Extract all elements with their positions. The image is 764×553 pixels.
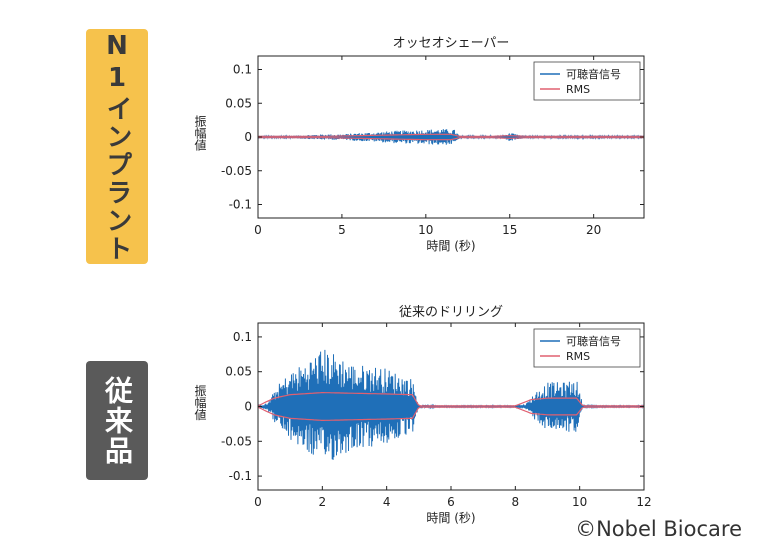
chart2-xtick-label: 0	[254, 495, 262, 509]
chart2-series-rms-lower	[257, 406, 644, 421]
chart1-series-rms-upper	[258, 133, 644, 137]
chart2-xtick-label: 6	[447, 495, 455, 509]
chart2-legend	[533, 328, 641, 368]
chart2-xtick-label: 12	[636, 495, 651, 509]
chart2-ytick-label: -0.05	[221, 434, 252, 448]
chart1-title: オッセオシェーパー	[393, 36, 510, 51]
chart1-ytick-label: -0.05	[221, 164, 252, 178]
chart2-ytick-label: 0.1	[233, 330, 252, 344]
chart2-xtick-label: 8	[512, 495, 520, 509]
chart2-ytick-label: 0	[244, 400, 252, 414]
chart1-ytick-label: -0.1	[229, 198, 252, 212]
panel-label-n1-implant: N1インプラント	[86, 29, 148, 264]
chart1-ytick-label: 0.05	[225, 96, 252, 110]
chart1-legend-label-1: 可聴音信号	[566, 67, 621, 81]
credit-text: ©Nobel Biocare	[575, 517, 742, 541]
chart1-xtick-label: 15	[502, 223, 517, 237]
chart1-ytick-label: 0.1	[233, 63, 252, 77]
chart1-legend	[533, 61, 641, 101]
chart2-ylabel: 振幅値	[193, 384, 207, 420]
chart1-legend-label-2: RMS	[566, 83, 590, 96]
chart1-xtick-label: 0	[254, 223, 262, 237]
chart2-title: 従来のドリリング	[399, 305, 503, 320]
chart2-xlabel: 時間 (秒)	[426, 511, 475, 525]
chart2-ytick-label: 0.05	[225, 365, 252, 379]
chart2-xtick-label: 4	[383, 495, 391, 509]
chart1-ylabel: 振幅値	[193, 115, 207, 151]
chart1-ytick-label: 0	[244, 130, 252, 144]
chart2-xtick-label: 10	[572, 495, 587, 509]
chart1-xtick-label: 10	[418, 223, 433, 237]
chart2-ytick-label: -0.1	[229, 469, 252, 483]
panel-label-conventional: 従来品	[86, 361, 148, 480]
chart2-legend-label-1: 可聴音信号	[566, 334, 621, 348]
chart1-xtick-label: 20	[586, 223, 601, 237]
chart2-series-rms-upper	[257, 392, 644, 407]
chart1-series-rms-lower	[258, 137, 644, 141]
chart1-xtick-label: 5	[338, 223, 346, 237]
chart2-xtick-label: 2	[319, 495, 327, 509]
chart1-xlabel: 時間 (秒)	[426, 239, 475, 253]
chart2-legend-label-2: RMS	[566, 350, 590, 363]
